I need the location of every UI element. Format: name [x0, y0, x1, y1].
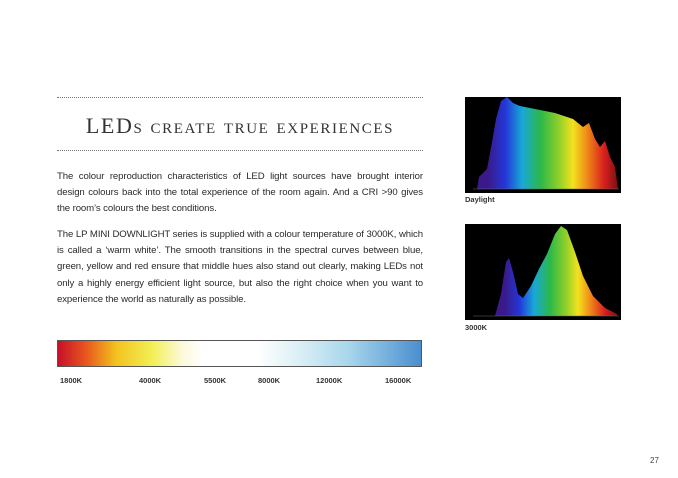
- scale-label: 8000K: [258, 376, 281, 385]
- spectrum-daylight: [465, 97, 621, 193]
- page-number: 27: [650, 456, 659, 465]
- scale-label: 12000K: [316, 376, 343, 385]
- divider: [57, 97, 423, 98]
- paragraph: The colour reproduction characteristics …: [57, 171, 423, 215]
- scale-label: 1800K: [60, 376, 83, 385]
- divider: [57, 150, 423, 151]
- spectrum-curve: [477, 97, 618, 189]
- scale-label: 4000K: [139, 376, 162, 385]
- scale-label: 16000K: [385, 376, 412, 385]
- paragraph: The LP MINI DOWNLIGHT series is supplied…: [57, 229, 423, 305]
- spectrum-curve: [495, 226, 617, 316]
- scale-label: 5500K: [204, 376, 227, 385]
- spectrum-3000k: [465, 224, 621, 320]
- title: LEDs create true experiences: [85, 113, 395, 138]
- caption: Daylight: [465, 195, 495, 204]
- caption: 3000K: [465, 323, 488, 332]
- color-temperature-bar: [57, 340, 422, 367]
